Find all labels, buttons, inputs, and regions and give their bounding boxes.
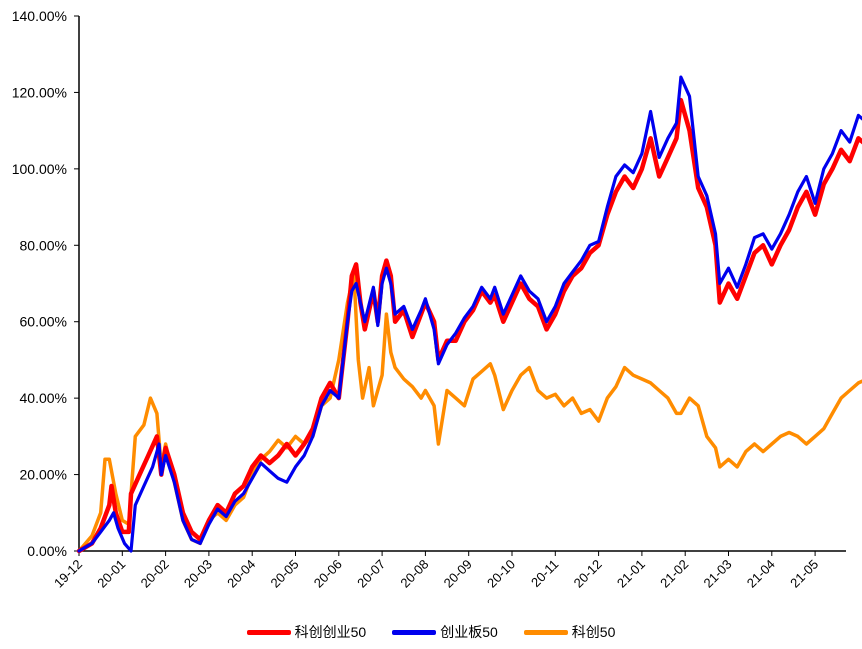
legend-item-kechuang-chuangye50: 科创创业50 bbox=[246, 622, 367, 642]
y-tick-label: 0.00% bbox=[27, 543, 67, 559]
y-tick-label: 20.00% bbox=[20, 467, 67, 483]
x-tick-label: 20-05 bbox=[268, 557, 302, 591]
y-tick-label: 100.00% bbox=[12, 161, 67, 177]
legend-swatch-blue bbox=[392, 629, 437, 635]
y-tick-label: 40.00% bbox=[20, 390, 67, 406]
x-tick-label: 20-07 bbox=[354, 557, 388, 591]
x-tick-label: 20-03 bbox=[181, 557, 215, 591]
y-tick-label: 140.00% bbox=[12, 8, 67, 24]
legend: 科创创业50 创业板50 科创50 bbox=[0, 620, 862, 644]
legend-swatch-red bbox=[246, 629, 291, 635]
x-tick-label: 20-12 bbox=[571, 557, 605, 591]
x-tick-label: 20-09 bbox=[441, 557, 475, 591]
chart-axes bbox=[78, 16, 846, 552]
x-tick-label: 21-04 bbox=[744, 557, 778, 591]
x-tick-label: 21-03 bbox=[701, 557, 735, 591]
x-tick-label: 19-12 bbox=[51, 557, 85, 591]
x-tick-label: 21-05 bbox=[787, 557, 821, 591]
x-tick-label: 20-02 bbox=[138, 557, 172, 591]
y-tick-label: 60.00% bbox=[20, 314, 67, 330]
x-tick-label: 20-10 bbox=[484, 557, 518, 591]
series-line-kechuang-chuangye50 bbox=[76, 97, 862, 554]
x-tick-labels: 19-12 20-01 20-02 20-03 20-04 20-05 20-06 20-07… bbox=[51, 551, 821, 591]
y-tick-label: 120.00% bbox=[12, 84, 67, 100]
legend-item-kechuang50: 科创50 bbox=[523, 622, 616, 642]
series-layer bbox=[76, 75, 862, 554]
line-chart: 0.00% 20.00% 40.00% 60.00% 80.00% 100.00% 120.… bbox=[12, 8, 862, 591]
legend-label: 科创50 bbox=[571, 624, 616, 640]
series-line-chuangyeban50 bbox=[77, 75, 862, 553]
legend-label: 科创创业50 bbox=[294, 624, 367, 640]
x-tick-label: 21-01 bbox=[614, 557, 648, 591]
legend-swatch-orange bbox=[523, 629, 568, 635]
x-tick-label: 20-06 bbox=[311, 557, 345, 591]
y-tick-label: 80.00% bbox=[20, 237, 67, 253]
legend-item-chuangyeban50: 创业板50 bbox=[392, 622, 498, 642]
x-tick-label: 20-11 bbox=[528, 557, 561, 590]
y-tick-labels: 0.00% 20.00% 40.00% 60.00% 80.00% 100.00% 120.… bbox=[12, 8, 79, 559]
x-tick-label: 21-02 bbox=[657, 557, 691, 591]
x-tick-label: 20-04 bbox=[224, 557, 258, 591]
x-tick-label: 20-08 bbox=[397, 557, 431, 591]
legend-label: 创业板50 bbox=[440, 624, 498, 640]
x-tick-label: 20-01 bbox=[94, 557, 128, 591]
